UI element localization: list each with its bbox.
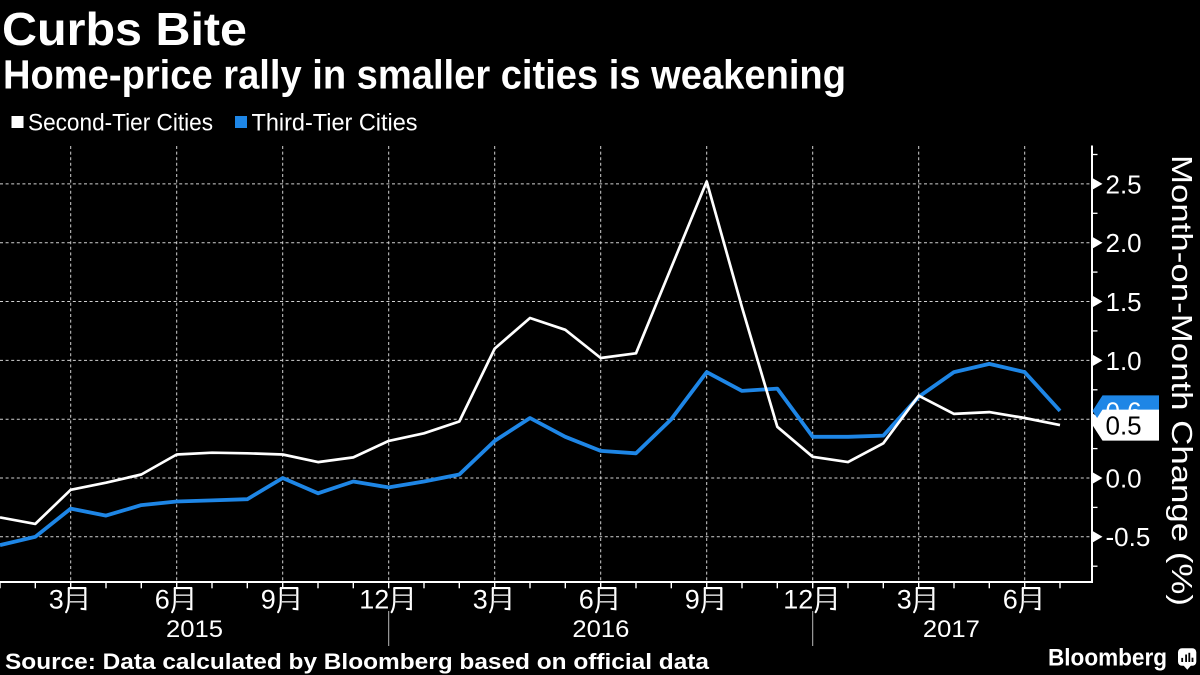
svg-text:3: 3	[473, 585, 488, 615]
svg-text:9: 9	[261, 585, 276, 615]
svg-text:12: 12	[783, 585, 813, 615]
svg-text:2017: 2017	[923, 616, 980, 643]
svg-text:Curbs Bite: Curbs Bite	[2, 3, 247, 55]
svg-text:3: 3	[49, 585, 64, 615]
svg-text:2016: 2016	[572, 616, 629, 643]
svg-text:12: 12	[359, 585, 389, 615]
svg-text:Second-Tier Cities: Second-Tier Cities	[28, 110, 213, 137]
svg-text:0.5: 0.5	[1106, 411, 1142, 441]
svg-text:Home-price rally in smaller ci: Home-price rally in smaller cities is we…	[3, 52, 846, 98]
svg-text:Month-on-Month Change (%): Month-on-Month Change (%)	[1165, 155, 1197, 606]
svg-text:2015: 2015	[166, 616, 223, 643]
svg-text:Source: Data calculated by Blo: Source: Data calculated by Bloomberg bas…	[5, 649, 710, 674]
svg-text:-0.5: -0.5	[1106, 522, 1151, 552]
svg-text:Third-Tier Cities: Third-Tier Cities	[252, 110, 418, 137]
svg-text:2.0: 2.0	[1106, 228, 1142, 258]
svg-text:6: 6	[155, 585, 170, 615]
svg-text:9: 9	[685, 585, 700, 615]
svg-text:1.5: 1.5	[1106, 287, 1142, 317]
svg-text:6: 6	[579, 585, 594, 615]
svg-text:1.0: 1.0	[1106, 346, 1142, 376]
svg-text:Bloomberg: Bloomberg	[1048, 645, 1167, 672]
svg-text:0.0: 0.0	[1106, 463, 1142, 493]
svg-text:6: 6	[1003, 585, 1018, 615]
svg-text:2.5: 2.5	[1106, 169, 1142, 199]
svg-text:3: 3	[897, 585, 912, 615]
